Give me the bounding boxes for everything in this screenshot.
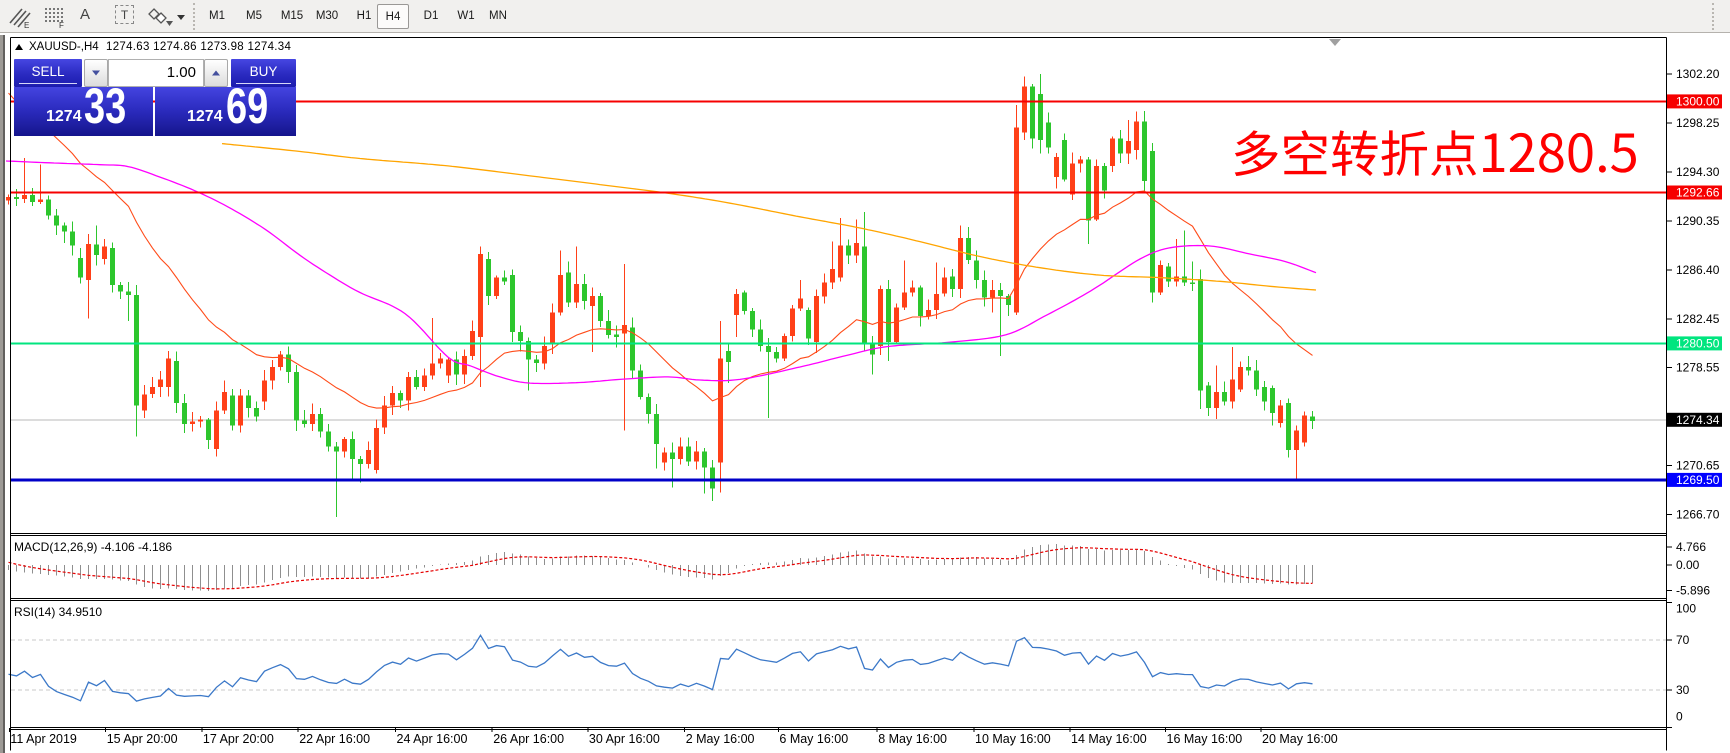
svg-text:-5.896: -5.896 (1676, 584, 1710, 598)
svg-text:4.766: 4.766 (1676, 540, 1706, 554)
svg-text:2 May 16:00: 2 May 16:00 (686, 732, 755, 746)
svg-text:1298.25: 1298.25 (1676, 116, 1720, 130)
svg-text:1294.30: 1294.30 (1676, 165, 1720, 179)
svg-text:16 May 16:00: 16 May 16:00 (1167, 732, 1243, 746)
svg-text:1280.50: 1280.50 (1676, 336, 1720, 350)
svg-text:F: F (59, 21, 64, 30)
svg-text:30: 30 (1676, 683, 1690, 697)
svg-text:15 Apr 20:00: 15 Apr 20:00 (107, 732, 178, 746)
svg-text:RSI(14) 34.9510: RSI(14) 34.9510 (14, 605, 102, 619)
svg-text:17 Apr 20:00: 17 Apr 20:00 (203, 732, 274, 746)
svg-text:6 May 16:00: 6 May 16:00 (779, 732, 848, 746)
svg-text:1286.40: 1286.40 (1676, 263, 1720, 277)
svg-text:1302.20: 1302.20 (1676, 67, 1720, 81)
svg-text:0: 0 (1676, 710, 1683, 724)
svg-text:24 Apr 16:00: 24 Apr 16:00 (397, 732, 468, 746)
svg-text:1290.35: 1290.35 (1676, 214, 1720, 228)
svg-text:14 May 16:00: 14 May 16:00 (1071, 732, 1147, 746)
svg-text:1269.50: 1269.50 (1676, 473, 1720, 487)
svg-text:22 Apr 16:00: 22 Apr 16:00 (299, 732, 370, 746)
svg-text:1300.00: 1300.00 (1676, 94, 1720, 108)
svg-text:1266.70: 1266.70 (1676, 508, 1720, 522)
svg-text:11 Apr 2019: 11 Apr 2019 (10, 732, 77, 746)
svg-text:26 Apr 16:00: 26 Apr 16:00 (493, 732, 564, 746)
svg-text:1282.45: 1282.45 (1676, 312, 1720, 326)
svg-text:30 Apr 16:00: 30 Apr 16:00 (589, 732, 660, 746)
svg-text:8 May 16:00: 8 May 16:00 (878, 732, 947, 746)
svg-text:0.00: 0.00 (1676, 558, 1700, 572)
svg-text:1278.55: 1278.55 (1676, 361, 1720, 375)
svg-text:1274.34: 1274.34 (1676, 413, 1720, 427)
svg-text:10 May 16:00: 10 May 16:00 (975, 732, 1051, 746)
svg-text:20 May 16:00: 20 May 16:00 (1262, 732, 1338, 746)
svg-text:MACD(12,26,9) -4.106 -4.186: MACD(12,26,9) -4.106 -4.186 (14, 540, 172, 554)
svg-text:1270.65: 1270.65 (1676, 459, 1720, 473)
svg-text:70: 70 (1676, 633, 1690, 647)
svg-text:E: E (24, 21, 29, 30)
svg-text:1292.66: 1292.66 (1676, 185, 1720, 199)
svg-text:100: 100 (1676, 602, 1696, 616)
